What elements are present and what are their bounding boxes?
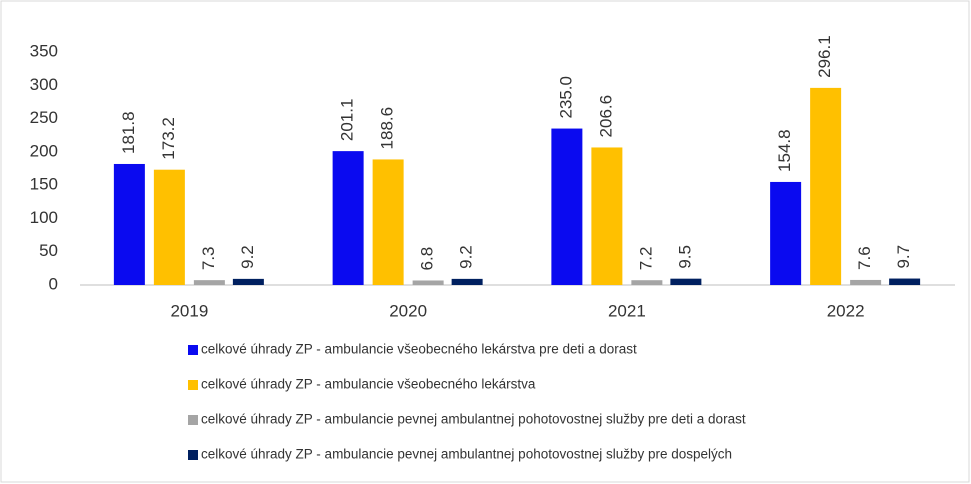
bar (770, 181, 802, 285)
legend-swatch (188, 415, 198, 425)
legend-label: celkové úhrady ZP - ambulancie všeobecné… (201, 377, 536, 392)
bar (193, 280, 225, 285)
data-label: 201.1 (338, 99, 357, 142)
y-tick-label: 150 (30, 175, 58, 194)
bar (332, 151, 364, 285)
bar (850, 279, 882, 285)
x-tick-label: 2019 (170, 301, 208, 320)
y-tick-label: 50 (39, 241, 58, 260)
legend-label: celkové úhrady ZP - ambulancie všeobecné… (201, 342, 637, 357)
data-label: 206.6 (596, 95, 615, 138)
x-tick-label: 2022 (827, 301, 865, 320)
bar (551, 128, 583, 285)
y-tick-label: 100 (30, 208, 58, 227)
data-label: 7.3 (199, 246, 218, 270)
data-label: 235.0 (556, 76, 575, 119)
x-tick-label: 2021 (608, 301, 646, 320)
data-label: 296.1 (815, 35, 834, 78)
data-label: 181.8 (119, 111, 138, 154)
legend-swatch (188, 345, 198, 355)
y-tick-label: 250 (30, 108, 58, 127)
y-tick-label: 350 (30, 41, 58, 60)
y-tick-label: 0 (49, 274, 58, 293)
bar (810, 87, 842, 286)
legend-label: celkové úhrady ZP - ambulancie pevnej am… (201, 412, 746, 427)
data-label: 9.2 (457, 245, 476, 269)
bar (889, 278, 921, 285)
data-label: 6.8 (418, 247, 437, 271)
bar (591, 147, 623, 285)
bar (153, 169, 185, 285)
y-tick-label: 300 (30, 75, 58, 94)
bar (372, 159, 404, 285)
bar (631, 280, 663, 285)
data-label: 173.2 (159, 117, 178, 160)
legend-swatch (188, 450, 198, 460)
bar (670, 278, 702, 285)
data-label: 9.5 (675, 245, 694, 269)
bar (232, 278, 264, 285)
bar (451, 278, 483, 285)
y-tick-label: 200 (30, 141, 58, 160)
data-label: 7.6 (855, 246, 874, 270)
data-label: 188.6 (378, 107, 397, 150)
legend-label: celkové úhrady ZP - ambulancie pevnej am… (201, 447, 732, 462)
x-tick-label: 2020 (389, 301, 427, 320)
data-label: 7.2 (636, 247, 655, 271)
data-label: 9.2 (238, 245, 257, 269)
legend-swatch (188, 380, 198, 390)
data-label: 154.8 (775, 129, 794, 172)
bar (113, 163, 145, 285)
data-label: 9.7 (894, 245, 913, 269)
bar (412, 280, 444, 285)
